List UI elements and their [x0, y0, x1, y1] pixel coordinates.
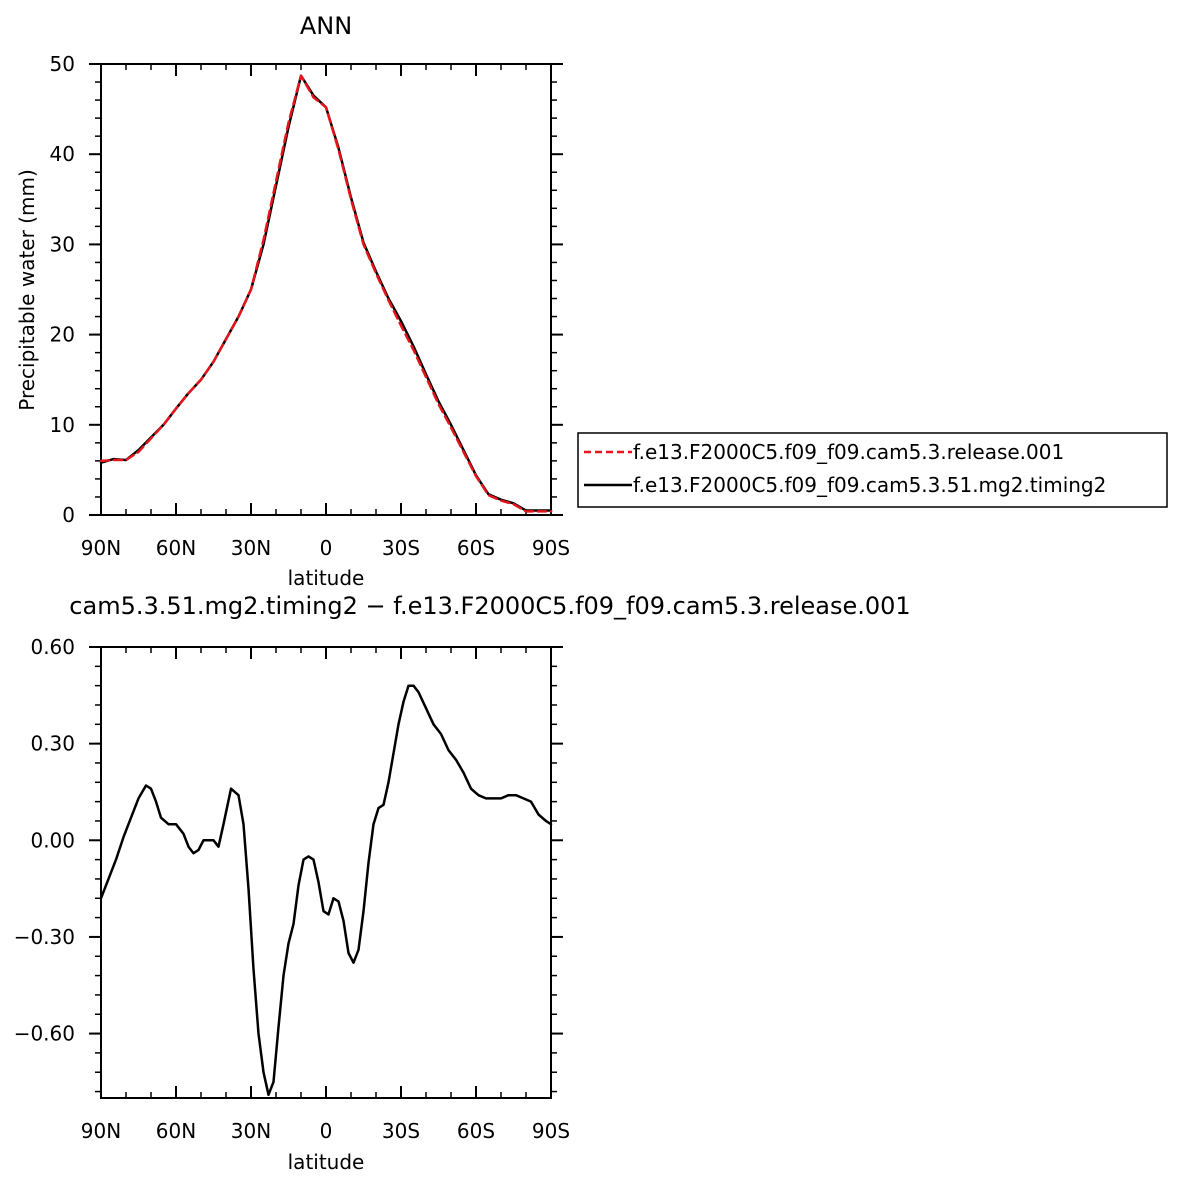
top-x-tick-label: 30S — [382, 536, 420, 560]
top-y-tick-label: 50 — [50, 52, 75, 76]
bottom-y-tick-label: 0.30 — [30, 732, 75, 756]
top-series-lines — [99, 74, 553, 513]
top-chart-title: ANN — [300, 12, 352, 40]
bottom-series-line-0 — [99, 684, 553, 1097]
top-x-tick-label: 90S — [532, 536, 570, 560]
legend: f.e13.F2000C5.f09_f09.cam5.3.release.001… — [577, 432, 1168, 508]
bottom-y-tick-label: 0.60 — [30, 635, 75, 659]
bottom-x-tick-label: 30N — [231, 1119, 271, 1143]
legend-label-test: f.e13.F2000C5.f09_f09.cam5.3.51.mg2.timi… — [633, 473, 1106, 497]
top-y-tick-label: 30 — [50, 232, 75, 256]
top-series-line-0 — [99, 74, 553, 513]
top-x-tick-label: 60S — [457, 536, 495, 560]
top-y-tick-label: 10 — [50, 413, 75, 437]
bottom-x-tick-label: 60N — [156, 1119, 196, 1143]
top-x-tick-label: 90N — [81, 536, 121, 560]
top-x-tick-label: 60N — [156, 536, 196, 560]
bottom-x-tick-label: 0 — [320, 1119, 333, 1143]
bottom-x-tick-label: 30S — [382, 1119, 420, 1143]
bottom-series-lines — [99, 684, 553, 1097]
bottom-chart-title: cam5.3.51.mg2.timing2 − f.e13.F2000C5.f0… — [69, 592, 910, 620]
top-y-tick-label: 40 — [50, 142, 75, 166]
bottom-x-axis-label: latitude — [288, 1150, 365, 1174]
legend-box — [577, 432, 1168, 508]
bottom-y-tick-label: −0.30 — [14, 925, 75, 949]
top-y-tick-label: 20 — [50, 323, 75, 347]
bottom-axes: 90N 60N 30N 0 30S 60S 90S 0.60 0.30 0.00 −0.30 −0.6… — [14, 635, 570, 1143]
top-y-axis-label: Precipitable water (mm) — [15, 169, 39, 411]
bottom-y-tick-label: −0.60 — [14, 1022, 75, 1046]
bottom-x-tick-label: 90N — [81, 1119, 121, 1143]
top-axes: 90N 60N 30N 0 30S 60S 90S 0 10 20 30 40 50 — [50, 52, 571, 560]
top-x-tick-label: 30N — [231, 536, 271, 560]
legend-label-control: f.e13.F2000C5.f09_f09.cam5.3.release.001 — [633, 440, 1064, 464]
bottom-x-tick-label: 60S — [457, 1119, 495, 1143]
bottom-y-tick-label: 0.00 — [30, 828, 75, 852]
top-chart-panel: ANN Precipitable water (mm) latitude 90N… — [15, 12, 570, 590]
top-y-tick-label: 0 — [62, 503, 75, 527]
bottom-chart-panel: cam5.3.51.mg2.timing2 − f.e13.F2000C5.f0… — [14, 592, 911, 1174]
top-x-tick-label: 0 — [320, 536, 333, 560]
bottom-x-tick-label: 90S — [532, 1119, 570, 1143]
top-x-axis-label: latitude — [288, 566, 365, 590]
